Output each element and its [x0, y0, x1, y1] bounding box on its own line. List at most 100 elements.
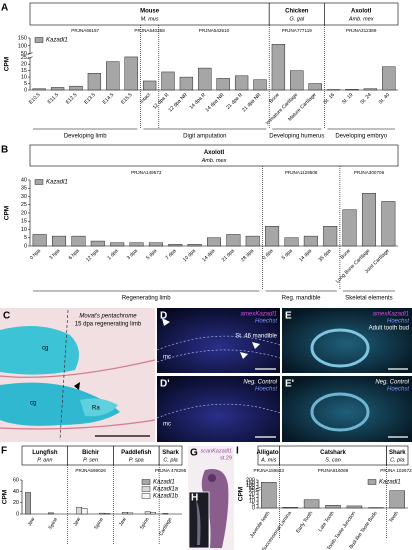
group-species: P. sen	[83, 457, 98, 463]
panel-label: B	[1, 145, 8, 156]
group-name: Bichir	[82, 450, 100, 456]
bar	[129, 242, 144, 247]
embryo	[201, 469, 229, 548]
project-id: PRJNA1129508	[285, 170, 318, 175]
bar	[162, 513, 169, 515]
bar	[381, 201, 396, 247]
x-tick-label: Spine	[93, 516, 105, 530]
x-tick-label: 5 dpa	[281, 248, 294, 261]
bar	[52, 235, 67, 247]
bar	[325, 505, 341, 509]
y-tick-label: 150	[246, 480, 255, 486]
y-tick-label: 5	[24, 235, 27, 241]
bar	[90, 240, 105, 247]
x-tick-label: Bone	[339, 248, 352, 261]
y-tick-label: 5	[252, 502, 255, 508]
bar	[253, 79, 267, 91]
bar	[346, 505, 363, 509]
y-tick-label: 40	[21, 177, 27, 183]
x-tick-label: Immature Cartilage	[265, 92, 299, 126]
y-axis-title: CPM	[4, 206, 11, 220]
y-axis-title: CPM	[2, 490, 9, 504]
group-name: Shark	[389, 450, 406, 456]
group-species: Amb. mex	[348, 17, 374, 23]
bar	[124, 56, 138, 91]
x-tick-label: 3 dpa	[126, 248, 139, 261]
bar	[226, 234, 241, 247]
bar	[121, 512, 128, 515]
y-tick-label: 35	[21, 186, 27, 192]
y-tick-label: 0	[24, 243, 27, 249]
x-tick-label: Spine	[139, 516, 151, 530]
y-tick-label: 25	[249, 488, 255, 494]
group-name: Paddlefish	[121, 450, 152, 456]
image-subtitle: 15 dpa regenerating limb	[75, 322, 142, 328]
project-id: PRJNA66167	[71, 28, 99, 33]
bar	[187, 244, 202, 247]
probe-label: Neg. Control	[243, 380, 277, 386]
y-axis-title: CPM	[238, 487, 245, 501]
probe-label: amexKazadl1	[241, 312, 277, 318]
image-label: mc	[163, 355, 171, 361]
stain-label: Hoechst	[255, 319, 277, 325]
y-tick-label: 15	[249, 495, 255, 501]
x-tick-label: Juvenile teeth	[249, 510, 272, 539]
legend-label: Kazadl1	[46, 180, 68, 186]
x-tick-label: 14 dpa	[298, 248, 313, 263]
y-tick-label: 40	[13, 489, 19, 495]
legend-label: Kazadl1	[46, 38, 68, 44]
x-tick-label: E13.5	[83, 92, 97, 106]
legend-swatch	[34, 179, 44, 185]
legend-swatch	[141, 493, 151, 499]
bar	[198, 67, 212, 91]
header-box	[324, 2, 399, 26]
project-id: PRJNA542610	[199, 28, 230, 33]
bar	[271, 44, 286, 91]
micrograph	[282, 376, 412, 442]
x-tick-label: 1 dpa	[106, 248, 119, 261]
section-label: Skeletal elements	[345, 296, 392, 302]
bar	[168, 244, 183, 247]
group-species: P. spa	[129, 457, 144, 463]
section-label: Developing humerus	[269, 134, 324, 140]
project-id: PRJNA599026	[75, 468, 106, 473]
amputation-line	[59, 309, 69, 441]
image-e2: E' Neg. Control Hoechst	[282, 376, 412, 442]
group-species: P. ann	[37, 457, 52, 463]
bar	[345, 89, 359, 91]
project-id: PRJNA149573	[131, 170, 162, 175]
bar	[148, 242, 163, 247]
y-tick-label: 60	[13, 477, 19, 483]
y-tick-label: 10	[249, 499, 255, 505]
bar	[389, 490, 405, 509]
bar	[284, 237, 299, 247]
panel-label: C	[3, 311, 10, 322]
legend-swatch	[367, 479, 377, 485]
section-label: Regenerating limb	[122, 296, 171, 302]
legend-swatch	[34, 37, 44, 43]
y-tick-label: 200	[246, 477, 255, 483]
x-tick-label: E15.5	[120, 92, 134, 106]
x-tick-label: 21 dpa	[221, 248, 236, 263]
x-tick-label: 6 hpa	[68, 248, 81, 261]
y-tick-label: 25	[21, 55, 27, 61]
legend-swatch	[141, 479, 151, 485]
group-name: Chicken	[285, 8, 309, 14]
image-d2: D' Neg. Control Hoechst mc	[156, 376, 281, 442]
header-box	[29, 144, 399, 167]
x-tick-label: 12 dpa NR	[168, 92, 189, 113]
group-species: Amb. mex	[201, 158, 227, 164]
image-note: st.29	[220, 455, 232, 461]
y-tick-label: 0	[252, 505, 255, 511]
x-tick-label: E11.5	[47, 92, 60, 105]
image-e: E amexKazadl1 Hoechst Adult tooth bud	[282, 308, 412, 373]
group-species: A. mis	[260, 457, 277, 463]
image-title: Movat's pentachrome	[79, 314, 137, 320]
y-tick-label: 20	[13, 500, 19, 506]
x-tick-label: Long Bone Cartilage	[335, 248, 372, 285]
y-tick-label: 150	[18, 35, 27, 41]
section-label: Developing limb	[64, 134, 107, 140]
image-note: St. 46 mandible	[235, 334, 277, 340]
bar	[110, 242, 125, 247]
